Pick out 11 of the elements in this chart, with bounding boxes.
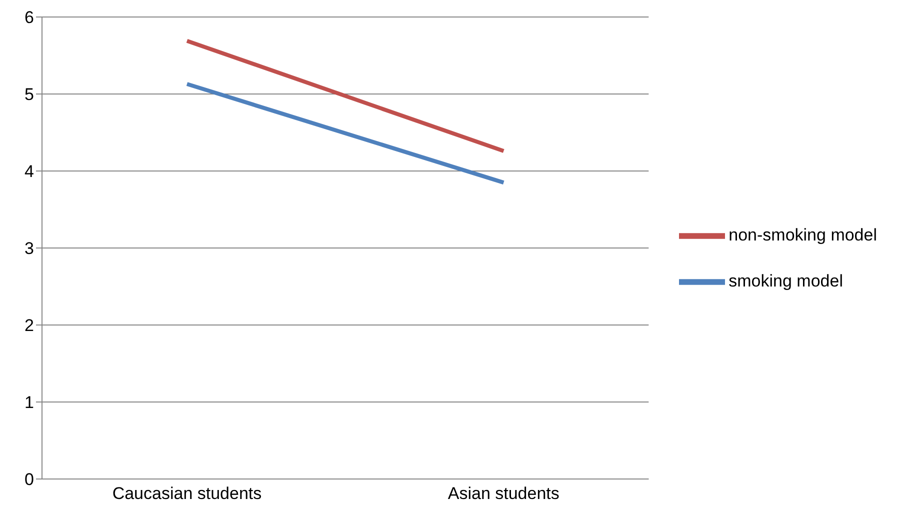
x-tick-label: Caucasian students [112,484,262,504]
y-tick-label: 3 [24,239,34,258]
legend-label: non-smoking model [728,224,877,244]
y-tick-label: 6 [24,8,34,28]
y-tick-label: 1 [24,393,34,412]
y-tick-label: 5 [24,85,34,104]
y-tick-label: 0 [24,470,34,490]
y-tick-label: 2 [24,316,34,336]
y-tick-label: 4 [24,162,34,182]
x-tick-label: Asian students [448,484,560,504]
legend-label: smoking model [728,270,843,290]
